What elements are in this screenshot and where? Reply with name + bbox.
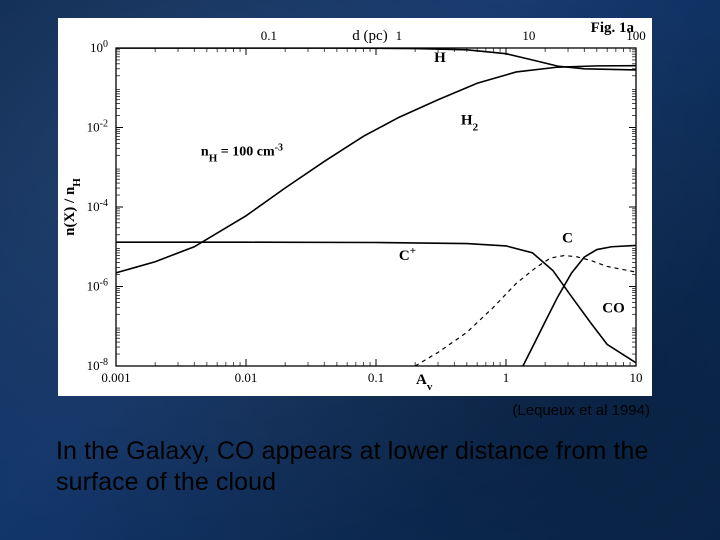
svg-text:10-6: 10-6 [87,277,108,294]
svg-text:H: H [434,50,446,66]
chart-panel: 0.0010.010.1110Av0.1110100d (pc)10-810-6… [58,18,652,396]
svg-text:1: 1 [396,28,403,43]
svg-text:0.001: 0.001 [101,370,130,385]
svg-text:Fig. 1a: Fig. 1a [591,20,635,36]
svg-text:1: 1 [503,370,510,385]
svg-text:C+: C+ [399,245,416,264]
caption-text: In the Galaxy, CO appears at lower dista… [56,436,660,499]
svg-text:10-2: 10-2 [87,118,108,135]
slide-root: 0.0010.010.1110Av0.1110100d (pc)10-810-6… [0,0,720,540]
svg-text:10: 10 [522,28,535,43]
svg-text:d (pc): d (pc) [352,28,387,44]
svg-text:0.01: 0.01 [235,370,258,385]
svg-text:n(X) / nH: n(X) / nH [62,178,83,236]
svg-text:CO: CO [602,300,625,316]
chart-svg: 0.0010.010.1110Av0.1110100d (pc)10-810-6… [58,18,652,396]
svg-text:10: 10 [630,370,643,385]
svg-text:0.1: 0.1 [368,370,384,385]
svg-text:0.1: 0.1 [261,28,277,43]
svg-text:nH = 100 cm-3: nH = 100 cm-3 [201,142,283,165]
citation-text: (Lequeux et al 1994) [512,402,650,419]
svg-text:H2: H2 [461,113,479,134]
svg-text:10-4: 10-4 [87,198,108,215]
svg-text:Av: Av [416,372,433,393]
svg-text:C: C [562,231,573,247]
svg-text:100: 100 [90,39,108,56]
